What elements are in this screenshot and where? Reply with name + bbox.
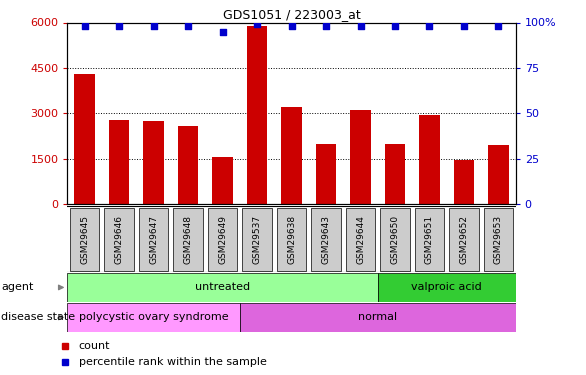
Point xyxy=(459,23,469,29)
Bar xyxy=(143,121,164,204)
Bar xyxy=(74,74,95,204)
FancyBboxPatch shape xyxy=(67,303,240,332)
Bar xyxy=(488,145,509,204)
Bar xyxy=(350,110,371,204)
Bar xyxy=(212,158,233,204)
FancyBboxPatch shape xyxy=(240,303,516,332)
Title: GDS1051 / 223003_at: GDS1051 / 223003_at xyxy=(223,8,360,21)
Text: GSM29638: GSM29638 xyxy=(287,214,296,264)
FancyBboxPatch shape xyxy=(346,208,375,271)
Text: GSM29646: GSM29646 xyxy=(115,214,124,264)
Bar xyxy=(316,144,336,204)
FancyBboxPatch shape xyxy=(139,208,168,271)
Text: polycystic ovary syndrome: polycystic ovary syndrome xyxy=(79,312,229,322)
Text: GSM29651: GSM29651 xyxy=(425,214,434,264)
Bar xyxy=(384,144,406,204)
Point xyxy=(114,23,124,29)
Text: normal: normal xyxy=(358,312,397,322)
Text: GSM29645: GSM29645 xyxy=(80,214,89,264)
Text: count: count xyxy=(79,340,110,351)
Point xyxy=(494,23,503,29)
FancyBboxPatch shape xyxy=(449,208,479,271)
Point xyxy=(183,23,193,29)
FancyBboxPatch shape xyxy=(484,208,513,271)
Text: GSM29650: GSM29650 xyxy=(390,214,400,264)
Point xyxy=(218,28,227,34)
FancyBboxPatch shape xyxy=(104,208,134,271)
Text: valproic acid: valproic acid xyxy=(411,282,482,292)
Text: GSM29649: GSM29649 xyxy=(218,214,227,264)
Text: untreated: untreated xyxy=(195,282,250,292)
FancyBboxPatch shape xyxy=(208,208,237,271)
Text: GSM29652: GSM29652 xyxy=(459,214,468,264)
Bar xyxy=(178,126,199,204)
Text: disease state: disease state xyxy=(1,312,75,322)
Text: agent: agent xyxy=(1,282,33,292)
Bar xyxy=(281,107,302,204)
Bar xyxy=(454,160,474,204)
FancyBboxPatch shape xyxy=(67,273,378,302)
Text: GSM29537: GSM29537 xyxy=(253,214,261,264)
Text: percentile rank within the sample: percentile rank within the sample xyxy=(79,357,267,368)
Bar xyxy=(109,120,130,204)
Text: GSM29648: GSM29648 xyxy=(183,214,193,264)
Point xyxy=(80,23,89,29)
Point xyxy=(425,23,434,29)
Point xyxy=(149,23,158,29)
Point xyxy=(321,23,331,29)
Point xyxy=(390,23,400,29)
FancyBboxPatch shape xyxy=(311,208,340,271)
FancyBboxPatch shape xyxy=(173,208,203,271)
FancyBboxPatch shape xyxy=(243,208,272,271)
FancyBboxPatch shape xyxy=(415,208,444,271)
FancyBboxPatch shape xyxy=(380,208,410,271)
FancyBboxPatch shape xyxy=(378,273,516,302)
Bar xyxy=(419,115,440,204)
Text: GSM29653: GSM29653 xyxy=(494,214,503,264)
FancyBboxPatch shape xyxy=(70,208,99,271)
Point xyxy=(287,23,296,29)
Point xyxy=(356,23,365,29)
FancyBboxPatch shape xyxy=(277,208,306,271)
Point xyxy=(253,21,262,27)
Text: GSM29643: GSM29643 xyxy=(322,214,331,264)
Text: GSM29644: GSM29644 xyxy=(356,214,365,264)
Bar xyxy=(247,26,267,204)
Text: GSM29647: GSM29647 xyxy=(149,214,158,264)
